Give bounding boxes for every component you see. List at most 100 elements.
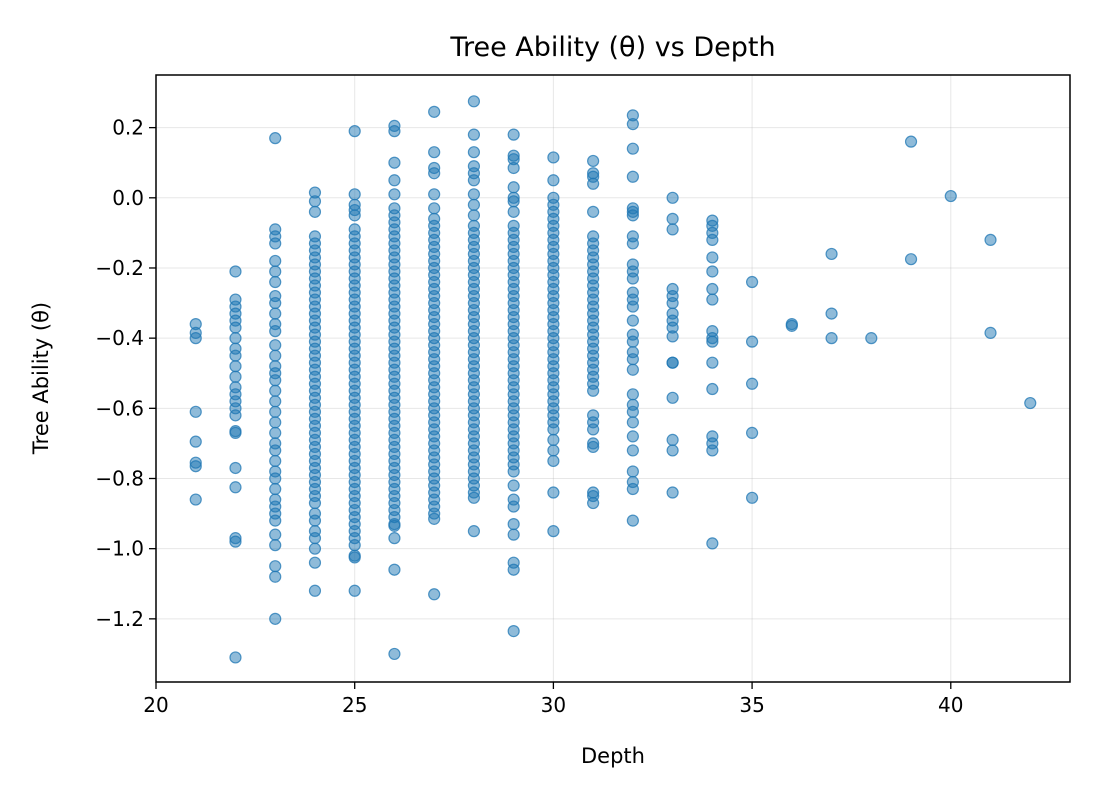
data-point [269, 444, 282, 457]
data-point [745, 426, 759, 439]
x-tick-label: 30 [541, 693, 566, 717]
data-point [626, 314, 639, 327]
data-point [587, 440, 600, 454]
data-point [547, 525, 560, 538]
data-point [507, 528, 520, 541]
data-point [666, 223, 679, 236]
data-point [269, 339, 282, 352]
data-point [547, 486, 560, 499]
x-tick-label: 25 [342, 693, 367, 717]
data-point [865, 332, 878, 345]
data-point [467, 188, 481, 201]
data-point [428, 188, 441, 201]
data-points [189, 95, 1037, 664]
data-point [269, 132, 282, 145]
data-point [189, 435, 202, 448]
data-point [626, 142, 639, 155]
x-axis-label: Depth [581, 744, 645, 768]
data-point [269, 349, 282, 362]
data-point [189, 405, 202, 418]
data-point [706, 537, 719, 550]
data-point [388, 647, 401, 661]
data-point [547, 433, 560, 446]
data-point [229, 409, 242, 422]
data-point [467, 146, 481, 159]
data-point [626, 465, 639, 478]
data-point [547, 174, 560, 187]
data-point [428, 167, 441, 180]
y-tick-label: −0.2 [95, 256, 144, 280]
data-point [229, 321, 242, 334]
data-point [269, 454, 282, 468]
data-point [269, 254, 282, 268]
plot-frame [155, 74, 1071, 683]
data-point [229, 535, 242, 548]
data-point [666, 212, 679, 225]
y-axis-label: Tree Ability (θ) [29, 302, 53, 455]
data-point [308, 195, 322, 208]
x-tick-label: 40 [938, 693, 963, 717]
data-point [666, 296, 679, 310]
data-point [269, 560, 282, 573]
data-point [507, 128, 520, 141]
data-point [229, 481, 242, 494]
data-point [269, 528, 282, 541]
data-point [904, 253, 918, 266]
data-point [269, 570, 282, 583]
y-tick-label: −1.0 [95, 537, 144, 561]
data-point [626, 444, 639, 457]
data-point [229, 360, 242, 373]
data-point [904, 135, 918, 148]
data-point [229, 461, 242, 475]
data-point [269, 265, 282, 278]
x-tick-label: 35 [739, 693, 764, 717]
data-point [308, 542, 322, 555]
data-point [507, 500, 520, 513]
data-point [388, 563, 401, 576]
data-point [269, 612, 282, 625]
data-point [269, 482, 282, 496]
data-point [626, 482, 639, 496]
data-point [706, 265, 719, 278]
y-tick-label: 0.0 [112, 186, 144, 210]
data-point [587, 205, 600, 218]
data-point [745, 335, 759, 348]
data-point [944, 189, 957, 203]
data-point [269, 384, 282, 397]
data-point [507, 518, 520, 531]
data-point [507, 161, 520, 175]
data-point [269, 426, 282, 439]
y-tick-label: 0.2 [112, 116, 144, 140]
data-point [269, 539, 282, 552]
data-point [189, 493, 202, 506]
data-point [706, 382, 719, 396]
data-point [467, 525, 481, 538]
data-point [308, 205, 322, 218]
data-point [507, 195, 520, 208]
data-point [666, 391, 679, 404]
data-point [269, 405, 282, 418]
data-point [984, 233, 997, 247]
data-point [626, 300, 639, 313]
data-point [388, 519, 401, 532]
data-point [229, 370, 242, 383]
data-point [587, 423, 600, 436]
data-point [467, 174, 481, 187]
data-point [428, 588, 441, 601]
data-point [1024, 396, 1037, 410]
data-point [666, 433, 679, 446]
data-point [348, 551, 361, 564]
data-point [308, 584, 322, 597]
data-point [626, 416, 639, 429]
y-tick-label: −0.8 [95, 466, 144, 490]
data-point [547, 423, 560, 436]
data-point [189, 332, 202, 345]
data-point [745, 377, 759, 390]
data-point [269, 472, 282, 485]
data-point [229, 426, 242, 439]
data-point [706, 444, 719, 457]
data-point [626, 353, 639, 366]
data-point [428, 202, 441, 215]
data-point [269, 307, 282, 320]
